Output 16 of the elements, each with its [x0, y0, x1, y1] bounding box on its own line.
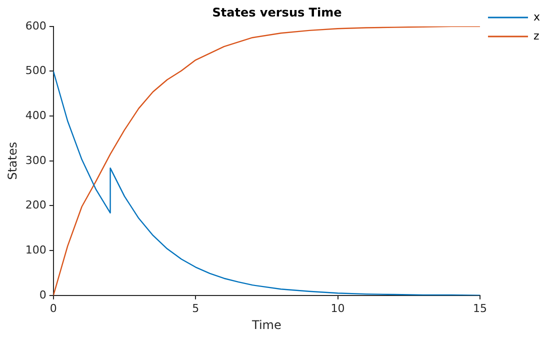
x-tick-label: 10 — [330, 302, 345, 315]
legend-label: x — [533, 10, 540, 24]
y-tick-label: 500 — [25, 64, 46, 78]
y-tick-label: 400 — [25, 108, 46, 122]
y-tick-label: 200 — [25, 198, 46, 212]
x-tick-label: 5 — [192, 302, 200, 315]
y-tick-label: 100 — [25, 243, 46, 256]
x-tick-label: 0 — [50, 302, 57, 315]
legend-label: z — [533, 29, 540, 42]
y-tick-label: 600 — [25, 19, 46, 32]
chart-title: States versus Time — [212, 5, 342, 20]
x-axis-title: Time — [251, 318, 282, 332]
y-axis-title: States — [5, 142, 20, 180]
y-tick-label: 0 — [39, 288, 46, 302]
y-tick-label: 300 — [25, 154, 46, 167]
x-tick-label: 15 — [472, 302, 487, 315]
